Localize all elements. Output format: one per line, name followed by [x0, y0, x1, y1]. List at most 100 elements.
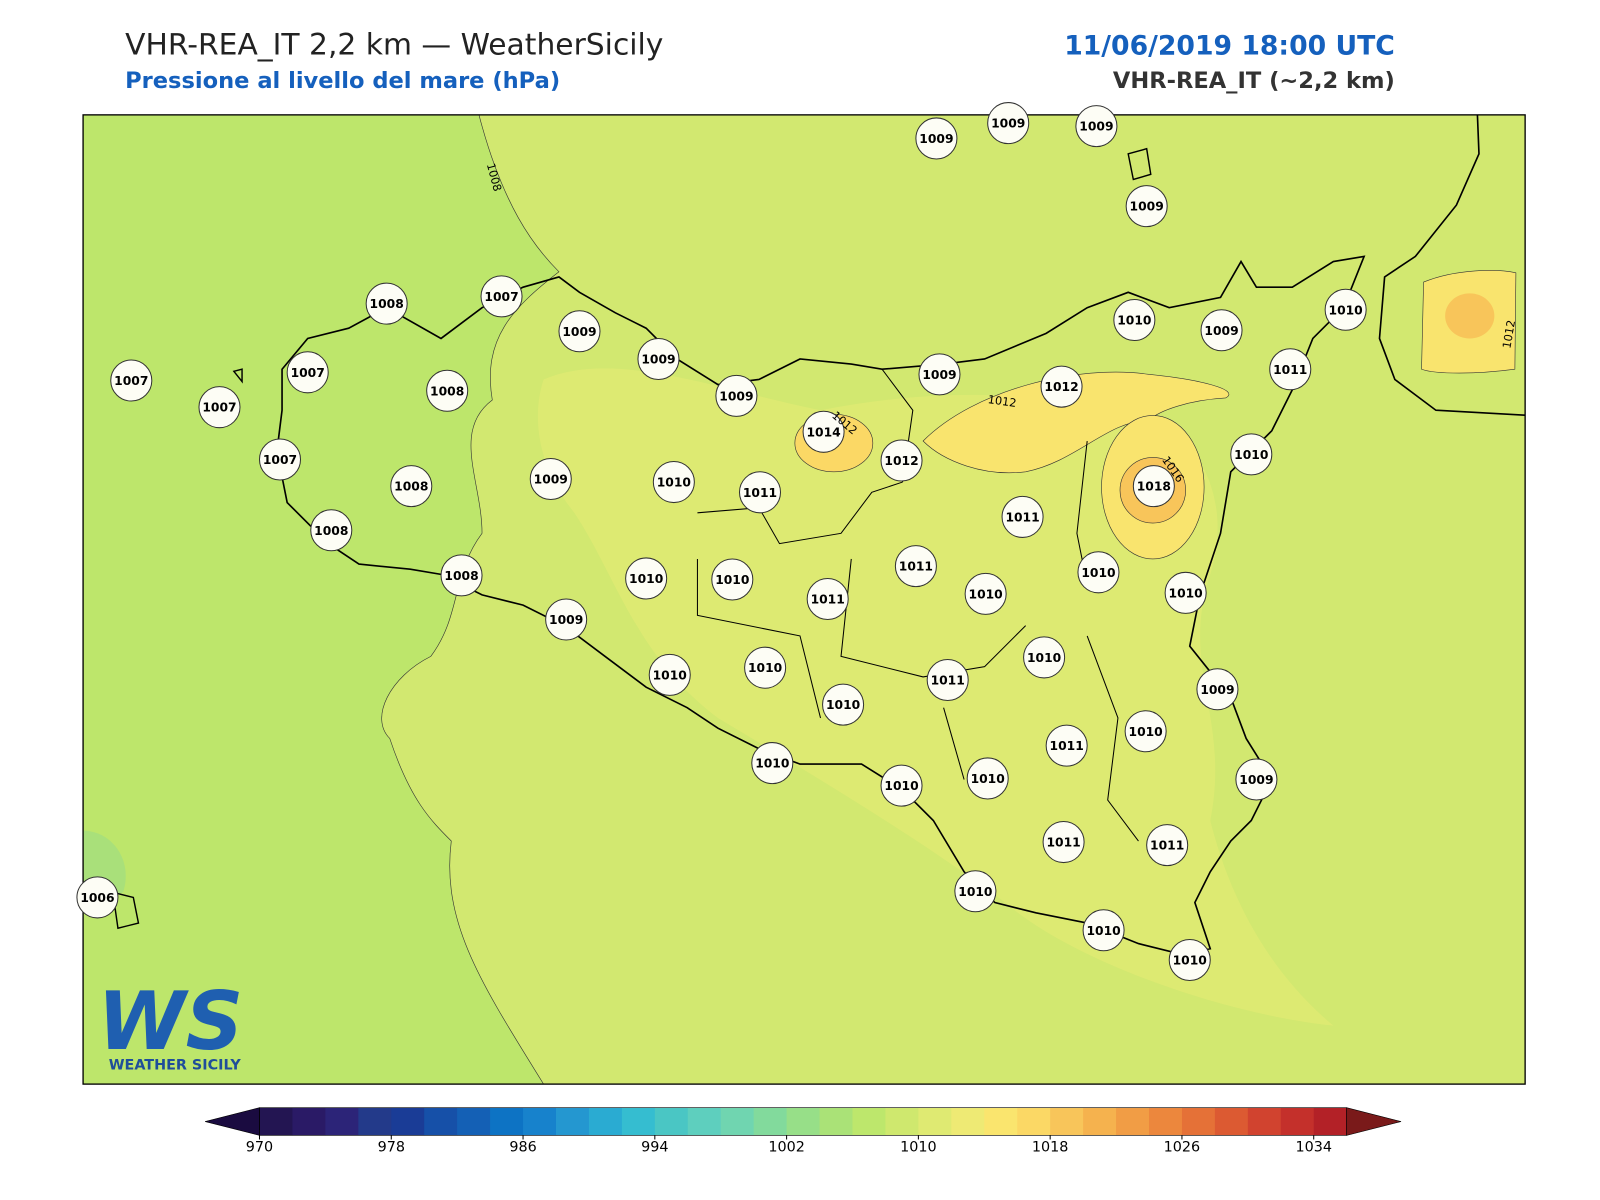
station-marker	[918, 353, 961, 396]
station-marker	[1146, 824, 1189, 867]
colorbar-segment	[1148, 1107, 1183, 1136]
station-marker	[258, 438, 302, 481]
station-value: 1008	[444, 569, 478, 583]
colorbar-segment	[984, 1107, 1018, 1136]
station-value: 1009	[534, 473, 568, 487]
station-value: 1011	[743, 486, 777, 500]
station-value: 1010	[1234, 448, 1268, 462]
colorbar-segment	[621, 1107, 656, 1136]
station-value: 1012	[1044, 380, 1078, 394]
colorbar-segment	[819, 1107, 854, 1136]
station-value: 1009	[1200, 683, 1234, 697]
station-value: 1011	[1046, 836, 1080, 850]
station-value: 1010	[653, 668, 687, 682]
colorbar-segment	[1050, 1107, 1084, 1136]
station-value: 1009	[719, 389, 753, 403]
logo: WS WEATHER SICILY	[97, 975, 243, 1074]
station-marker	[390, 465, 433, 508]
colorbar-tick-label: 1018	[1032, 1140, 1069, 1156]
station-marker	[1001, 495, 1044, 538]
station-value: 1009	[1239, 773, 1273, 787]
station-value: 1010	[1173, 954, 1207, 968]
title: VHR-REA_IT 2,2 km — WeatherSicily	[125, 27, 663, 62]
colorbar-segment	[852, 1107, 886, 1136]
colorbar-segment	[1247, 1107, 1282, 1136]
station-value: 1011	[1273, 363, 1307, 377]
station-marker	[1235, 758, 1278, 801]
station-value: 1010	[884, 779, 918, 793]
station-value: 1011	[899, 560, 933, 574]
colorbar-segment	[753, 1107, 788, 1136]
logo-text: WEATHER SICILY	[109, 1058, 242, 1074]
colorbar-tick-label: 994	[641, 1140, 668, 1156]
station-marker	[1132, 465, 1175, 508]
colorbar-segment	[259, 1107, 293, 1136]
high-core	[1445, 293, 1495, 339]
station-value: 1012	[884, 454, 918, 468]
station-marker	[926, 658, 969, 702]
colorbar-segment	[292, 1107, 326, 1136]
map	[83, 114, 1526, 1085]
subtitle: Pressione al livello del mare (hPa)	[125, 68, 560, 94]
station-marker	[802, 410, 845, 453]
station-marker	[711, 558, 754, 601]
colorbar: 970 978 986 994 1002 1010 1018 1026 1034	[205, 1107, 1402, 1156]
station-value: 1010	[629, 572, 663, 586]
colorbar-segment	[1280, 1107, 1315, 1136]
colorbar-segment	[457, 1107, 491, 1136]
station-marker	[286, 351, 329, 394]
colorbar-segment	[654, 1107, 689, 1136]
station-value: 1009	[991, 117, 1025, 131]
station-value: 1018	[1137, 480, 1171, 494]
station-marker	[1023, 636, 1066, 679]
station-value: 1014	[806, 425, 840, 439]
station-value: 1006	[80, 891, 114, 905]
colorbar-tick-label: 1002	[768, 1140, 805, 1156]
station-marker	[915, 117, 958, 160]
station-value: 1011	[1150, 839, 1184, 853]
station-value: 1007	[263, 453, 297, 467]
colorbar-tick-label: 978	[378, 1140, 405, 1156]
station-marker	[738, 471, 782, 514]
station-value: 1007	[202, 401, 236, 415]
colorbar-segment	[588, 1107, 623, 1136]
logo-mark: WS	[97, 975, 243, 1068]
station-marker	[966, 757, 1009, 800]
province-border	[696, 368, 1139, 842]
contour-label: 1012	[1500, 319, 1518, 349]
station-value: 1011	[1005, 510, 1039, 524]
colorbar-segment	[1116, 1107, 1150, 1136]
station-marker	[1164, 571, 1207, 614]
station-marker	[715, 374, 758, 417]
station-marker	[806, 577, 849, 620]
station-marker	[1269, 348, 1312, 391]
station-value: 1010	[1081, 566, 1115, 580]
station-value: 1008	[314, 524, 348, 538]
colorbar-segment	[885, 1107, 919, 1136]
station-marker	[987, 102, 1030, 145]
station-value: 1009	[922, 368, 956, 382]
station-marker	[1196, 668, 1239, 711]
colorbar-segment	[687, 1107, 722, 1136]
station-value: 1010	[1329, 303, 1363, 317]
station-marker	[1075, 105, 1118, 148]
colorbar-segment	[1181, 1107, 1216, 1136]
station-value: 1008	[370, 297, 404, 311]
stations: 1009 1009 1009 1009 1008 1007 1009 1009 1007 1007…	[76, 102, 1367, 982]
station-marker	[1168, 938, 1211, 982]
colorbar-segment	[391, 1107, 425, 1136]
station-marker	[1113, 298, 1156, 342]
station-value: 1010	[1129, 725, 1163, 739]
station-marker	[545, 598, 588, 641]
station-value: 1011	[811, 593, 845, 607]
station-marker	[1040, 365, 1083, 408]
station-value: 1010	[715, 573, 749, 587]
station-value: 1009	[641, 353, 675, 367]
colorbar-tick-label: 986	[509, 1140, 536, 1156]
coastline	[1378, 114, 1526, 417]
station-value: 1008	[430, 384, 464, 398]
model: VHR-REA_IT (~2,2 km)	[1113, 68, 1395, 94]
colorbar-tick-label: 1010	[900, 1140, 937, 1156]
colorbar-under	[205, 1107, 260, 1136]
